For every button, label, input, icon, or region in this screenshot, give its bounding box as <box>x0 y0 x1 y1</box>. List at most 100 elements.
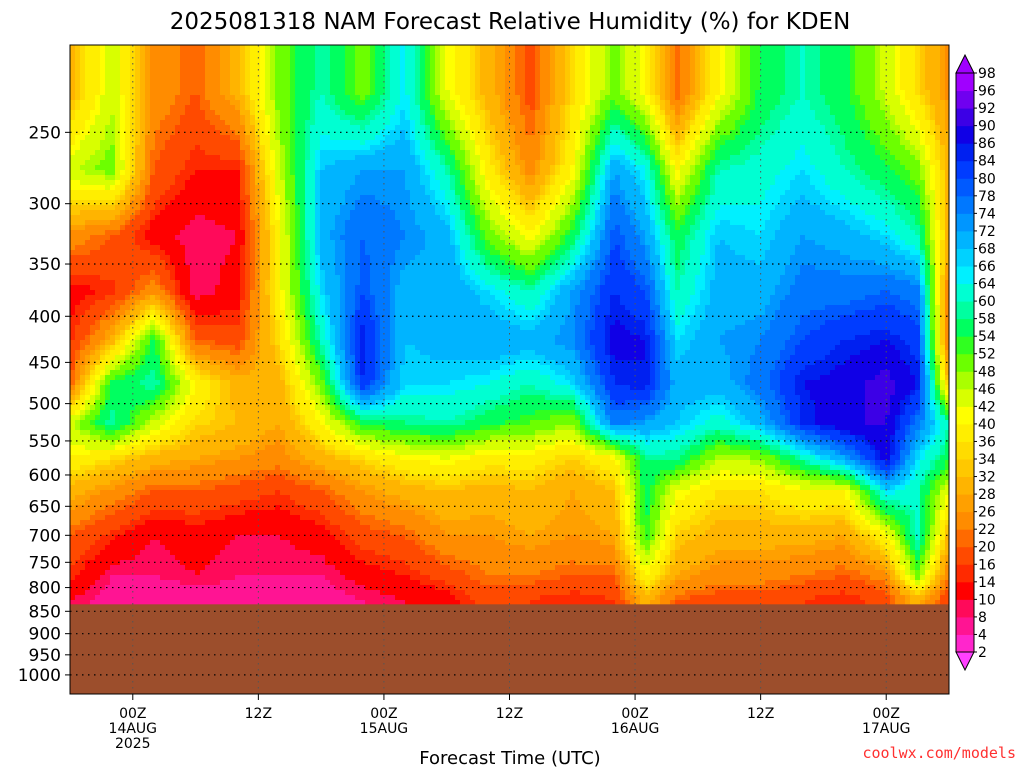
x-tick-label: 17AUG <box>862 721 911 737</box>
colorbar-label: 32 <box>978 470 996 486</box>
colorbar-label: 46 <box>978 382 996 398</box>
colorbar-swatch <box>956 73 974 92</box>
colorbar-label: 34 <box>978 452 996 468</box>
colorbar-label: 96 <box>978 84 996 100</box>
colorbar-label: 58 <box>978 312 996 328</box>
colorbar-swatch <box>956 529 974 548</box>
colorbar-swatch <box>956 318 974 337</box>
colorbar-label: 36 <box>978 434 996 450</box>
colorbar-label: 84 <box>978 154 996 170</box>
colorbar-swatch <box>956 213 974 232</box>
colorbar-swatch <box>956 546 974 565</box>
colorbar-swatch <box>956 143 974 162</box>
colorbar-label: 60 <box>978 294 996 310</box>
ground-mask <box>70 604 949 694</box>
colorbar-label: 98 <box>978 66 996 82</box>
colorbar-arrow-bottom <box>955 651 975 672</box>
colorbar-label: 48 <box>978 364 996 380</box>
colorbar-swatch <box>956 353 974 372</box>
y-axis: 250 300 350 400 450 500 550 600 650 700 750 800 850 9… <box>18 123 70 686</box>
colorbar-arrow-top <box>955 53 975 74</box>
colorbar-label: 2 <box>978 645 987 661</box>
colorbar-swatch <box>956 125 974 144</box>
colorbar-label: 64 <box>978 277 996 293</box>
colorbar-label: 16 <box>978 557 996 573</box>
colorbar-label: 4 <box>978 627 987 643</box>
x-tick-label: 12Z <box>747 706 774 722</box>
x-tick-label: 00Z <box>621 706 648 722</box>
colorbar-swatch <box>956 160 974 179</box>
y-tick-label: 600 <box>29 466 61 486</box>
y-tick-label: 300 <box>29 195 61 215</box>
x-tick-label: 00Z <box>119 706 146 722</box>
colorbar-label: 90 <box>978 119 996 135</box>
colorbar: 2481014162022262832343640424648525458606… <box>955 53 996 672</box>
colorbar-swatch <box>956 441 974 460</box>
y-tick-label: 750 <box>29 553 61 573</box>
colorbar-label: 26 <box>978 505 996 521</box>
plot-area <box>70 45 949 694</box>
y-tick-label: 500 <box>29 395 61 415</box>
colorbar-swatch <box>956 336 974 355</box>
colorbar-swatch <box>956 90 974 109</box>
colorbar-swatch <box>956 371 974 390</box>
y-tick-label: 250 <box>29 123 61 143</box>
colorbar-swatch <box>956 564 974 583</box>
y-tick-label: 950 <box>29 646 61 666</box>
y-tick-label: 450 <box>29 353 61 373</box>
y-tick-label: 800 <box>29 579 61 599</box>
colorbar-swatch <box>956 423 974 442</box>
y-tick-label: 550 <box>29 432 61 452</box>
y-tick-label: 400 <box>29 307 61 327</box>
x-tick-label: 2025 <box>115 736 151 752</box>
colorbar-label: 42 <box>978 399 996 415</box>
y-tick-label: 850 <box>29 602 61 622</box>
grid <box>70 45 949 694</box>
colorbar-label: 14 <box>978 575 996 591</box>
colorbar-swatch <box>956 634 974 653</box>
colorbar-label: 52 <box>978 347 996 363</box>
colorbar-swatch <box>956 459 974 478</box>
colorbar-swatch <box>956 178 974 197</box>
humidity-field <box>70 45 949 606</box>
colorbar-swatch <box>956 599 974 618</box>
colorbar-label: 54 <box>978 329 996 345</box>
colorbar-swatch <box>956 301 974 320</box>
colorbar-label: 86 <box>978 136 996 152</box>
x-tick-label: 00Z <box>370 706 397 722</box>
colorbar-swatch <box>956 388 974 407</box>
y-tick-label: 1000 <box>18 666 61 686</box>
colorbar-swatch <box>956 406 974 425</box>
colorbar-label: 20 <box>978 540 996 556</box>
colorbar-swatch <box>956 511 974 530</box>
x-tick-label: 14AUG <box>109 721 158 737</box>
x-axis-title: Forecast Time (UTC) <box>419 748 600 768</box>
y-tick-label: 350 <box>29 255 61 275</box>
x-tick-label: 16AUG <box>611 721 660 737</box>
x-tick-label: 15AUG <box>360 721 409 737</box>
colorbar-swatch <box>956 195 974 214</box>
colorbar-swatch <box>956 266 974 285</box>
colorbar-label: 10 <box>978 592 996 608</box>
colorbar-swatch <box>956 616 974 635</box>
colorbar-swatch <box>956 283 974 302</box>
colorbar-swatch <box>956 230 974 249</box>
y-tick-label: 700 <box>29 526 61 546</box>
colorbar-label: 22 <box>978 522 996 538</box>
colorbar-label: 68 <box>978 241 996 257</box>
colorbar-label: 74 <box>978 206 996 222</box>
x-tick-label: 12Z <box>496 706 523 722</box>
colorbar-swatch <box>956 476 974 495</box>
colorbar-swatch <box>956 494 974 513</box>
credit-text: coolwx.com/models <box>862 744 1016 762</box>
x-tick-label: 12Z <box>245 706 272 722</box>
colorbar-label: 28 <box>978 487 996 503</box>
colorbar-label: 78 <box>978 189 996 205</box>
colorbar-label: 40 <box>978 417 996 433</box>
colorbar-label: 72 <box>978 224 996 240</box>
y-tick-label: 900 <box>29 625 61 645</box>
colorbar-swatch <box>956 581 974 600</box>
colorbar-swatch <box>956 248 974 267</box>
